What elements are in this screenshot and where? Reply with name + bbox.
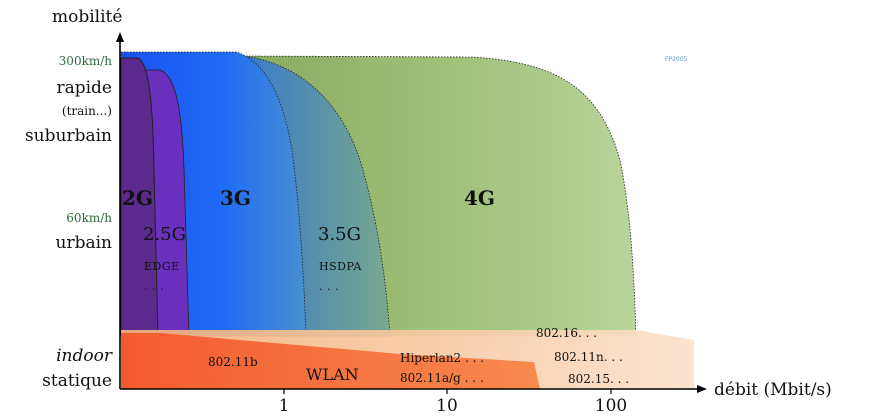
- label-hsdpa: HSDPA: [319, 260, 362, 273]
- x-tick-label-100: 100: [595, 396, 627, 416]
- indoor-label: indoor: [56, 346, 113, 366]
- rapide-label: rapide: [56, 78, 112, 98]
- x-axis-label: débit (Mbit/s): [714, 380, 832, 400]
- y-axis-label: mobilité: [52, 7, 122, 27]
- label-3g: 3G: [220, 186, 251, 210]
- label-2-5g: 2.5G: [143, 224, 186, 245]
- speed-mid-label: 60km/h: [66, 211, 112, 225]
- urbain-label: urbain: [56, 233, 113, 253]
- region-2g: [120, 57, 159, 337]
- label-802-11n: 802.11n. . .: [554, 350, 623, 364]
- credit-label: FP2005: [665, 56, 688, 63]
- speed-high-label: 300km/h: [59, 54, 113, 68]
- x-axis-arrow-icon: [697, 385, 707, 393]
- label-3-5g-more: . . .: [319, 280, 339, 293]
- train-label: (train...): [62, 104, 112, 118]
- label-2-5g-more: . . .: [144, 280, 164, 293]
- x-tick-label-10: 10: [436, 396, 458, 416]
- x-tick-label-1: 1: [279, 396, 290, 416]
- suburbain-label: suburbain: [25, 126, 112, 146]
- label-hiperlan2: Hiperlan2 . . .: [400, 351, 484, 365]
- label-edge: EDGE: [144, 260, 180, 273]
- label-802-16: 802.16. . .: [536, 326, 597, 340]
- label-802-11ag: 802.11a/g . . .: [400, 371, 484, 385]
- y-axis-arrow-icon: [116, 32, 124, 42]
- label-802-11b: 802.11b: [208, 355, 258, 369]
- label-2g: 2G: [122, 186, 153, 210]
- region-wlan-core: [121, 333, 540, 389]
- label-wlan: WLAN: [306, 365, 359, 384]
- statique-label: statique: [42, 371, 112, 391]
- label-802-15: 802.15. . .: [568, 372, 629, 386]
- label-4g: 4G: [464, 186, 495, 210]
- label-3-5g: 3.5G: [318, 224, 361, 245]
